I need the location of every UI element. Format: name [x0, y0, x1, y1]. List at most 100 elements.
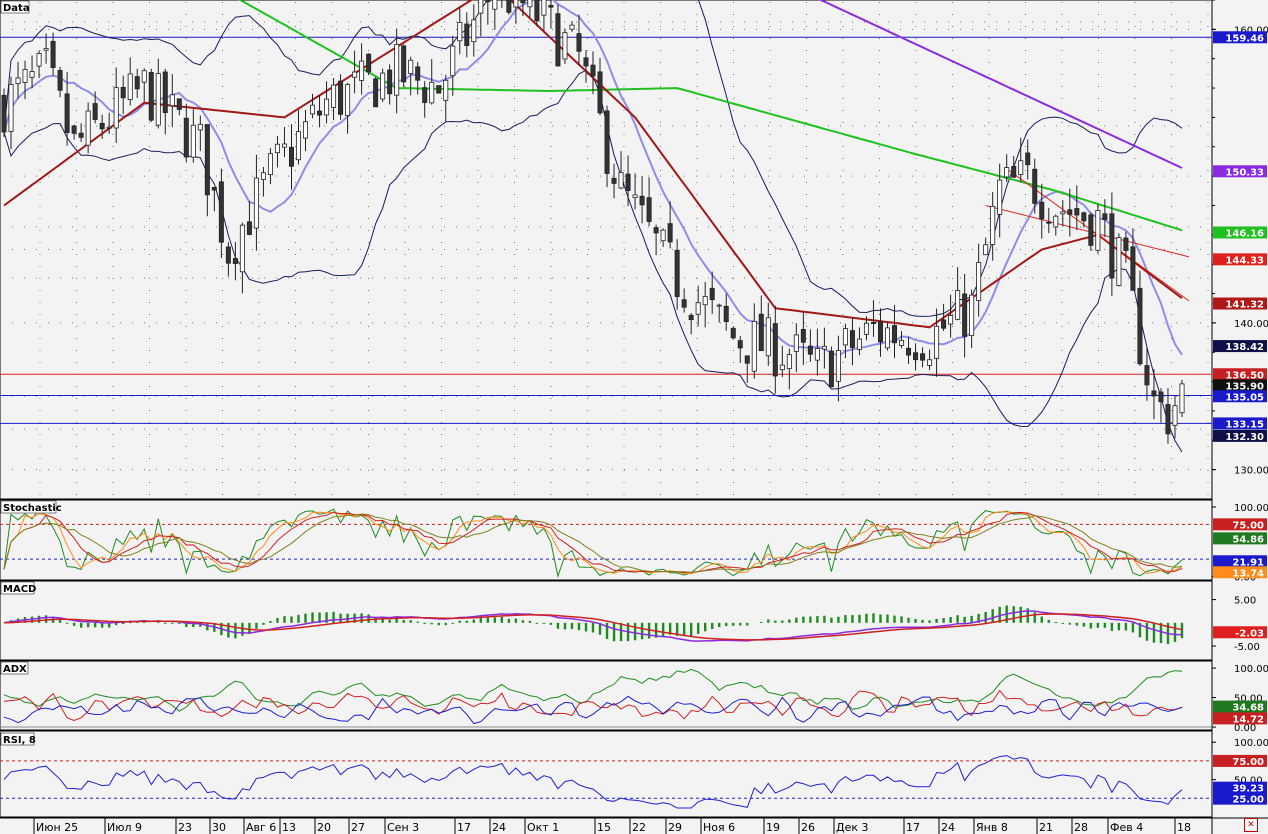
- macd-histogram-bar: [914, 619, 917, 623]
- macd-histogram-bar: [886, 614, 889, 623]
- macd-histogram-bar: [416, 621, 419, 623]
- candle-body: [1165, 404, 1171, 435]
- candle-body: [1, 94, 7, 133]
- macd-histogram-bar: [1089, 622, 1093, 629]
- candle-body: [22, 69, 28, 83]
- candle-body: [1179, 383, 1185, 414]
- macd-histogram-bar: [718, 622, 721, 628]
- value-badge: [1213, 390, 1267, 403]
- candle-body: [758, 313, 764, 352]
- macd-histogram-bar: [774, 620, 777, 623]
- candle-body: [225, 246, 231, 264]
- candle-body: [183, 117, 189, 158]
- macd-histogram-bar: [241, 622, 244, 636]
- candle-body: [997, 179, 1003, 215]
- rsi-pane[interactable]: [0, 755, 1212, 809]
- candle-body: [148, 71, 154, 121]
- macd-histogram-bar: [788, 619, 791, 623]
- date-label: 17: [457, 821, 471, 834]
- value-badge: [1213, 429, 1267, 442]
- candle-body: [941, 319, 947, 329]
- rsi-line: [3, 755, 1183, 809]
- macd-histogram-bar: [802, 616, 805, 623]
- candle-body: [408, 59, 414, 74]
- date-label: 24: [941, 821, 955, 834]
- candle-body: [660, 229, 666, 242]
- candle-body: [562, 32, 568, 60]
- candle-body: [913, 352, 919, 361]
- candle-body: [681, 299, 687, 308]
- macd-histogram-bar: [402, 620, 405, 623]
- macd-histogram-bar: [1019, 606, 1022, 623]
- macd-histogram-bar: [851, 615, 854, 623]
- macd-histogram-bar: [928, 620, 931, 623]
- candle-body: [744, 355, 750, 364]
- macd-histogram-bar: [122, 622, 125, 625]
- macd-histogram-bar: [465, 620, 468, 623]
- price-pane[interactable]: [0, 0, 1212, 453]
- macd-histogram-bar: [360, 613, 363, 623]
- macd-histogram-bar: [304, 613, 307, 623]
- date-label: Сен 3: [387, 821, 419, 834]
- axis-tick-label: -5.00: [1234, 642, 1260, 653]
- candle-body: [113, 87, 119, 129]
- macd-histogram-bar: [830, 617, 833, 623]
- date-label: Авг 6: [246, 821, 276, 834]
- candle-body: [807, 345, 813, 355]
- close-chart-button[interactable]: ✕: [1244, 818, 1258, 832]
- candle-body: [64, 93, 70, 134]
- value-badge-text: 34.68: [1232, 703, 1264, 714]
- candle-body: [1046, 221, 1052, 224]
- axis-tick-label: 100.00: [1234, 503, 1268, 514]
- stochastic-pane[interactable]: [0, 508, 1212, 579]
- macd-histogram-bar: [1180, 622, 1184, 639]
- date-label: 15: [597, 821, 611, 834]
- macd-histogram-bar: [675, 622, 679, 636]
- candle-body: [485, 0, 491, 3]
- candle-body: [1060, 211, 1066, 215]
- candle-body: [779, 364, 785, 371]
- horizontal-levels[interactable]: [0, 36, 1212, 424]
- candle-body: [197, 123, 203, 131]
- macd-histogram-bar: [907, 617, 910, 623]
- candle-body: [737, 340, 743, 349]
- candle-body: [772, 323, 778, 377]
- candle-body: [541, 0, 547, 16]
- macd-histogram-bar: [654, 622, 658, 638]
- date-label: 30: [212, 821, 226, 834]
- macd-histogram-bar: [157, 621, 160, 623]
- axis-tick-label: 100.00: [1234, 738, 1268, 749]
- macd-histogram-bar: [297, 614, 300, 623]
- value-badge-text: 136.50: [1225, 370, 1264, 381]
- candle-body: [478, 0, 484, 14]
- macd-histogram-bar: [1145, 622, 1149, 641]
- value-badge: [1213, 165, 1267, 178]
- price-axis: 160.00 140.00 130.00 100.00 0.00 5.00 -5.00 100…: [1212, 0, 1268, 787]
- value-badge: [1213, 297, 1267, 310]
- candle-body: [288, 146, 294, 167]
- value-badge: [1213, 700, 1267, 713]
- adx-pane[interactable]: [0, 668, 1212, 728]
- candle-body: [983, 244, 989, 256]
- stochastic-pane-label: Stochastic: [3, 503, 62, 514]
- candle-body: [457, 21, 463, 42]
- candle-body: [8, 83, 14, 132]
- macd-histogram-bar: [269, 621, 272, 623]
- value-badge-text: 144.33: [1225, 255, 1264, 266]
- macd-histogram-bar: [199, 622, 202, 627]
- macd-histogram-bar: [535, 622, 539, 624]
- candle-body: [948, 315, 954, 325]
- candle-body: [260, 172, 266, 180]
- candle-body: [955, 290, 961, 320]
- candle-body: [702, 296, 708, 306]
- macd-histogram-bar: [37, 615, 41, 623]
- macd-pane[interactable]: [3, 605, 1184, 645]
- macd-histogram-bar: [1068, 622, 1072, 625]
- macd-signal-line: [3, 613, 1183, 641]
- value-badge-text: 14.72: [1232, 714, 1264, 725]
- macd-histogram-bar: [921, 619, 924, 623]
- macd-histogram-bar: [472, 619, 475, 623]
- value-badge: [1213, 781, 1267, 794]
- candle-body: [373, 78, 379, 108]
